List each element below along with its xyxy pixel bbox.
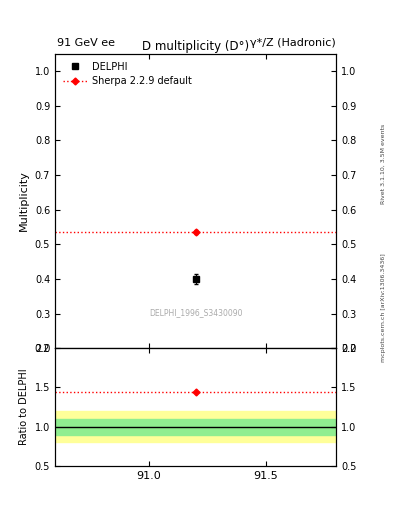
Text: 91 GeV ee: 91 GeV ee [57, 37, 115, 48]
Text: mcplots.cern.ch [arXiv:1306.3436]: mcplots.cern.ch [arXiv:1306.3436] [381, 253, 386, 361]
Text: DELPHI_1996_S3430090: DELPHI_1996_S3430090 [149, 308, 242, 317]
Legend: DELPHI, Sherpa 2.2.9 default: DELPHI, Sherpa 2.2.9 default [60, 58, 195, 89]
Y-axis label: Multiplicity: Multiplicity [19, 170, 29, 231]
Title: D multiplicity (D°): D multiplicity (D°) [142, 39, 249, 53]
Text: Rivet 3.1.10, 3.5M events: Rivet 3.1.10, 3.5M events [381, 124, 386, 204]
Y-axis label: Ratio to DELPHI: Ratio to DELPHI [19, 369, 29, 445]
Bar [55, 419, 336, 435]
Text: γ*/Z (Hadronic): γ*/Z (Hadronic) [250, 37, 336, 48]
Bar [55, 411, 336, 442]
